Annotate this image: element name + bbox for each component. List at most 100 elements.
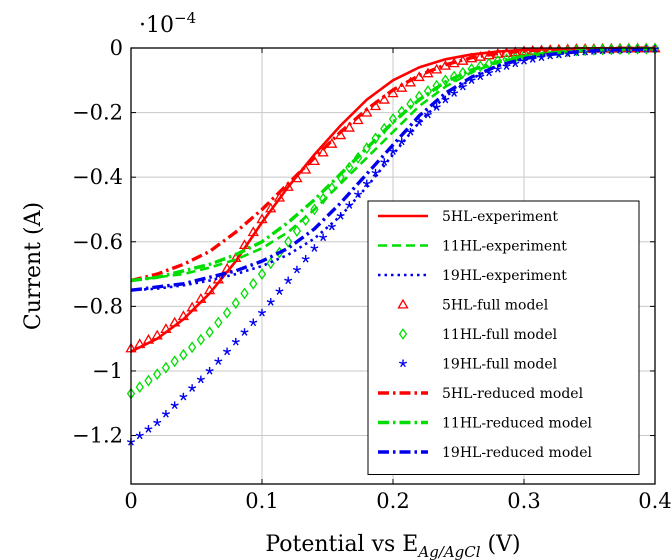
x-tick-label: 0.2 (376, 489, 409, 513)
y-axis-multiplier: ·10−4 (139, 9, 196, 38)
data-point (196, 333, 206, 346)
data-point (153, 368, 162, 381)
series-layer (125, 42, 661, 446)
data-point (292, 265, 301, 274)
data-point (361, 106, 373, 117)
data-point (249, 277, 258, 290)
data-point (371, 132, 380, 145)
legend-entry-11hl-full-model: 11HL-full model (398, 327, 558, 343)
data-point (240, 287, 249, 300)
data-point (284, 235, 293, 248)
series-line-5hl-reduced-model (130, 46, 656, 283)
data-point (231, 337, 240, 346)
data-point (275, 287, 284, 295)
legend-label: 19HL-reduced model (442, 445, 592, 461)
legend-label: 5HL-full model (442, 298, 549, 314)
data-point (249, 318, 258, 327)
legend-entry-19hl-reduced-model: 19HL-reduced model (378, 445, 592, 461)
legend-label: 11HL-full model (442, 327, 558, 343)
series-11hl-reduced-model (130, 46, 656, 283)
data-point (161, 410, 170, 418)
y-axis-label: Current (A) (21, 202, 46, 330)
data-point (432, 79, 441, 92)
data-point (187, 341, 197, 354)
legend-label: 19HL-experiment (442, 268, 567, 284)
data-point (371, 168, 380, 177)
legend-label: 11HL-reduced model (442, 416, 592, 432)
data-point (432, 103, 441, 111)
data-point (240, 328, 249, 336)
legend-entry-11hl-reduced-model: 11HL-reduced model (378, 416, 592, 432)
data-point (161, 361, 171, 374)
x-tick-label: 0.1 (245, 489, 278, 513)
legend-label: 19HL-full model (442, 357, 558, 373)
data-point (223, 347, 232, 356)
data-point (188, 384, 197, 392)
data-point (266, 257, 275, 270)
data-point (222, 306, 232, 319)
series-5hl-reduced-model (130, 46, 656, 283)
data-point (179, 392, 188, 401)
legend-entry-5hl-reduced-model: 5HL-reduced model (378, 386, 584, 402)
data-point (449, 70, 459, 83)
legend-swatch (398, 328, 408, 340)
data-point (406, 98, 415, 110)
legend-label: 5HL-reduced model (442, 386, 584, 402)
legend-entry-19hl-full-model: 19HL-full model (398, 357, 558, 373)
data-point (196, 375, 205, 384)
data-point (205, 326, 214, 339)
data-point (380, 158, 389, 166)
series-line-11hl-reduced-model (130, 46, 656, 283)
data-point (205, 366, 214, 375)
y-tick-label: −1.2 (72, 424, 123, 448)
data-point (214, 357, 223, 365)
plot-frame (130, 47, 656, 485)
data-point (413, 71, 425, 82)
data-point (396, 82, 408, 92)
x-tick-label: 0.3 (507, 489, 540, 513)
y-tick-label: −0.8 (72, 294, 123, 318)
legend-swatch (398, 359, 408, 368)
data-point (257, 308, 267, 317)
data-point (317, 146, 329, 157)
data-point (135, 381, 144, 394)
data-point (292, 225, 302, 237)
data-point (257, 268, 267, 281)
data-point (170, 401, 179, 410)
legend-entry-5hl-experiment: 5HL-experiment (378, 209, 558, 225)
data-point (441, 74, 450, 87)
x-tick-label: 0.4 (638, 489, 671, 513)
legend-label: 11HL-experiment (442, 239, 567, 255)
legend: 5HL-experiment 11HL-experiment 19HL-experi… (367, 200, 640, 475)
data-point (179, 348, 188, 361)
data-point (310, 244, 319, 252)
axis-ticks: 0 0.1 0.2 0.3 0.4 0 −0.2 −0.4 −0.6 −0.8 −1 −1.2 (72, 36, 672, 513)
data-point (144, 425, 153, 433)
legend-entry-11hl-experiment: 11HL-experiment (378, 239, 567, 255)
y-tick-label: 0 (110, 36, 123, 60)
legend-label: 5HL-experiment (442, 209, 558, 225)
data-point (319, 233, 328, 242)
data-point (284, 276, 293, 285)
data-point (467, 63, 476, 75)
data-point (423, 85, 433, 97)
legend-entry-5hl-full-model: 5HL-full model (397, 298, 549, 314)
data-point (231, 297, 240, 310)
y-tick-label: −1 (92, 359, 123, 383)
data-point (144, 374, 153, 387)
x-axis-label: Potential vs EAg/AgCl (V) (265, 532, 520, 560)
data-point (388, 113, 398, 125)
series-11hl-experiment (130, 47, 656, 282)
data-point (476, 60, 485, 73)
data-point (214, 316, 223, 329)
data-point (378, 93, 390, 104)
series-line-19hl-reduced-model (130, 47, 656, 292)
data-point (135, 431, 144, 440)
y-tick-label: −0.4 (72, 165, 123, 189)
y-tick-label: −0.6 (72, 230, 123, 254)
data-point (170, 355, 179, 368)
data-point (266, 298, 275, 306)
series-19hl-reduced-model (130, 47, 656, 292)
series-line-11hl-experiment (130, 47, 656, 282)
